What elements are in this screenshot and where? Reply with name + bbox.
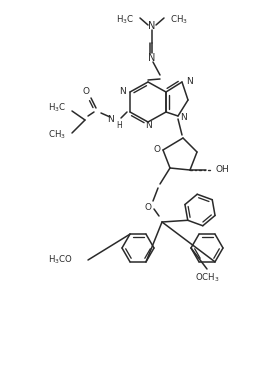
Text: CH$_3$: CH$_3$ xyxy=(170,14,188,26)
Text: O: O xyxy=(82,86,90,96)
Text: O: O xyxy=(154,146,161,155)
Text: N: N xyxy=(180,114,187,123)
Text: N: N xyxy=(148,21,156,31)
Text: N: N xyxy=(145,120,151,129)
Text: N: N xyxy=(119,88,126,97)
Text: CH$_3$: CH$_3$ xyxy=(48,129,66,141)
Text: N: N xyxy=(107,115,114,123)
Text: N: N xyxy=(148,53,156,63)
Text: H: H xyxy=(116,121,122,130)
Text: OCH$_3$: OCH$_3$ xyxy=(195,272,219,284)
Text: H$_3$C: H$_3$C xyxy=(116,14,134,26)
Text: OH: OH xyxy=(216,165,230,174)
Text: O: O xyxy=(144,203,152,211)
Text: H$_3$CO: H$_3$CO xyxy=(48,254,73,266)
Text: N: N xyxy=(186,77,193,86)
Text: H$_3$C: H$_3$C xyxy=(48,102,66,114)
